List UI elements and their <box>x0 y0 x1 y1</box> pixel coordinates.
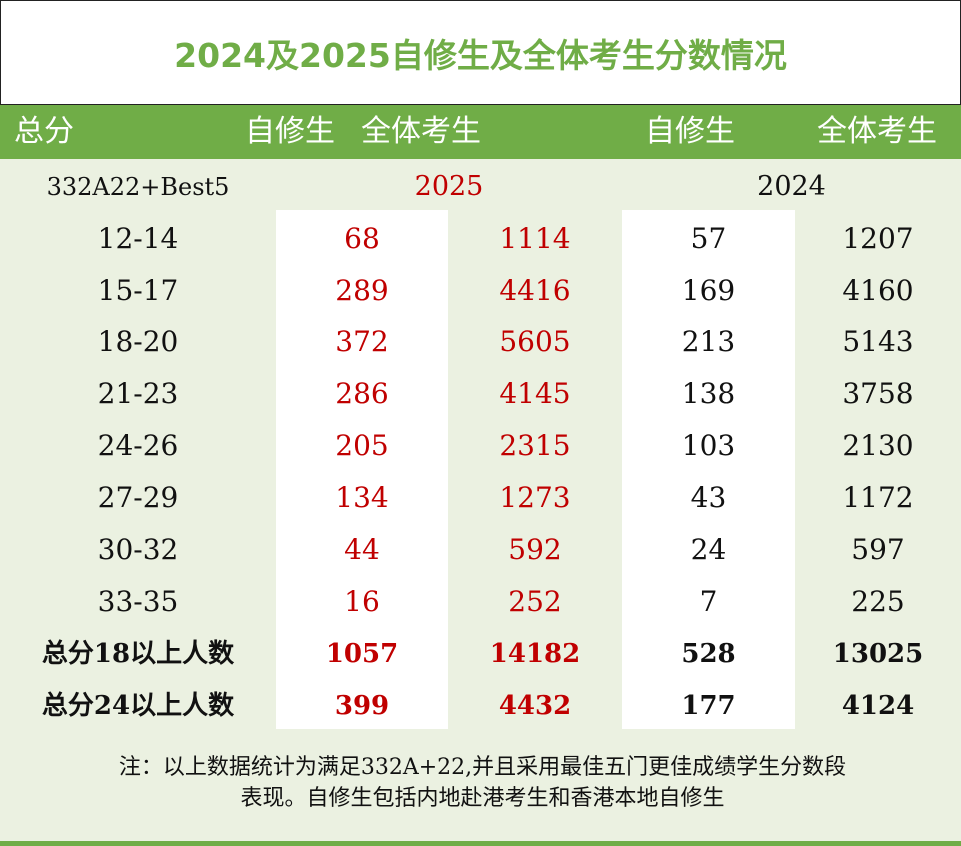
table-row: 18-20 372 5605 213 5143 <box>0 315 961 367</box>
header-all-2024: 全体考生 <box>817 114 937 149</box>
row-all-2025: 1114 <box>499 222 571 255</box>
header-private-2025: 自修生 <box>245 114 335 149</box>
row-range: 33-35 <box>97 585 179 618</box>
row-private-2025: 16 <box>344 585 380 618</box>
row-all-2024: 225 <box>851 585 905 618</box>
row-all-2024: 1172 <box>842 481 914 514</box>
bg-bottom <box>0 729 961 846</box>
total-private-2025: 1057 <box>325 639 399 669</box>
subheader-year-2025: 2025 <box>414 171 484 202</box>
row-all-2025: 592 <box>508 533 562 566</box>
table-row: 33-35 16 252 7 225 <box>0 575 961 627</box>
table-row: 30-32 44 592 24 597 <box>0 523 961 575</box>
row-range: 30-32 <box>97 533 179 566</box>
row-all-2024: 2130 <box>842 429 914 462</box>
row-private-2025: 372 <box>335 325 389 358</box>
page-title: 2024及2025自修生及全体考生分数情况 <box>174 35 787 75</box>
row-private-2025: 205 <box>335 429 389 462</box>
bg-col2 <box>448 210 622 735</box>
table-row: 24-26 205 2315 103 2130 <box>0 419 961 471</box>
row-all-2025: 2315 <box>499 429 571 462</box>
row-all-2024: 4160 <box>842 274 914 307</box>
row-private-2024: 43 <box>690 481 727 514</box>
bg-strip <box>276 159 961 210</box>
bg-left <box>0 159 276 735</box>
row-private-2024: 169 <box>681 274 736 307</box>
total-all-2025: 4432 <box>498 691 572 721</box>
row-all-2025: 1273 <box>499 481 571 514</box>
table-row: 12-14 68 1114 57 1207 <box>0 212 961 264</box>
total-private-2024: 177 <box>681 691 736 721</box>
row-private-2025: 134 <box>335 481 389 514</box>
table-row: 15-17 289 4416 169 4160 <box>0 264 961 316</box>
total-label: 总分24以上人数 <box>41 691 235 721</box>
table-header: 总分 自修生 全体考生 自修生 全体考生 <box>0 105 961 159</box>
header-private-2024: 自修生 <box>645 114 735 149</box>
total-private-2025: 399 <box>334 691 390 721</box>
total-row: 总分24以上人数 399 4432 177 4124 <box>0 679 961 731</box>
row-all-2024: 597 <box>851 533 905 566</box>
bg-col4 <box>795 210 961 735</box>
row-all-2024: 5143 <box>842 325 914 358</box>
total-all-2024: 4124 <box>841 691 915 721</box>
footnote-line-1: 注：以上数据统计为满足332A+22,并且采用最佳五门更佳成绩学生分数段 <box>118 755 847 780</box>
header-all-2025: 全体考生 <box>361 114 481 149</box>
row-private-2024: 7 <box>699 585 718 618</box>
row-range: 21-23 <box>97 377 179 410</box>
footnote-line-2: 表现。自修生包括内地赴港考生和香港本地自修生 <box>240 786 725 811</box>
total-all-2025: 14182 <box>489 639 581 669</box>
subheader-year-2024: 2024 <box>757 171 826 202</box>
row-all-2025: 4145 <box>499 377 571 410</box>
row-private-2025: 286 <box>335 377 389 410</box>
header-total: 总分 <box>14 114 74 149</box>
subheader-label: 332A22+Best5 <box>46 173 230 201</box>
table-row: 27-29 134 1273 43 1172 <box>0 471 961 523</box>
row-all-2025: 252 <box>508 585 562 618</box>
row-range: 15-17 <box>97 274 179 307</box>
total-label: 总分18以上人数 <box>41 639 235 669</box>
row-private-2025: 68 <box>344 222 380 255</box>
row-private-2024: 138 <box>681 377 736 410</box>
row-private-2024: 103 <box>681 429 736 462</box>
row-all-2024: 1207 <box>842 222 914 255</box>
title-box: 2024及2025自修生及全体考生分数情况 <box>0 0 961 105</box>
row-range: 24-26 <box>97 429 179 462</box>
row-range: 27-29 <box>97 481 179 514</box>
bottom-border <box>0 841 961 846</box>
row-range: 18-20 <box>97 325 179 358</box>
row-range: 12-14 <box>97 222 179 255</box>
row-all-2025: 4416 <box>499 274 571 307</box>
footnote: 注：以上数据统计为满足332A+22,并且采用最佳五门更佳成绩学生分数段 表现。… <box>30 752 935 814</box>
row-private-2024: 213 <box>681 325 736 358</box>
total-private-2024: 528 <box>681 639 736 669</box>
row-private-2025: 44 <box>344 533 380 566</box>
total-all-2024: 13025 <box>832 639 924 669</box>
row-all-2025: 5605 <box>499 325 571 358</box>
row-private-2024: 57 <box>690 222 727 255</box>
row-private-2024: 24 <box>690 533 727 566</box>
table-row: 21-23 286 4145 138 3758 <box>0 367 961 419</box>
total-row: 总分18以上人数 1057 14182 528 13025 <box>0 627 961 679</box>
row-all-2024: 3758 <box>842 377 914 410</box>
row-private-2025: 289 <box>335 274 389 307</box>
